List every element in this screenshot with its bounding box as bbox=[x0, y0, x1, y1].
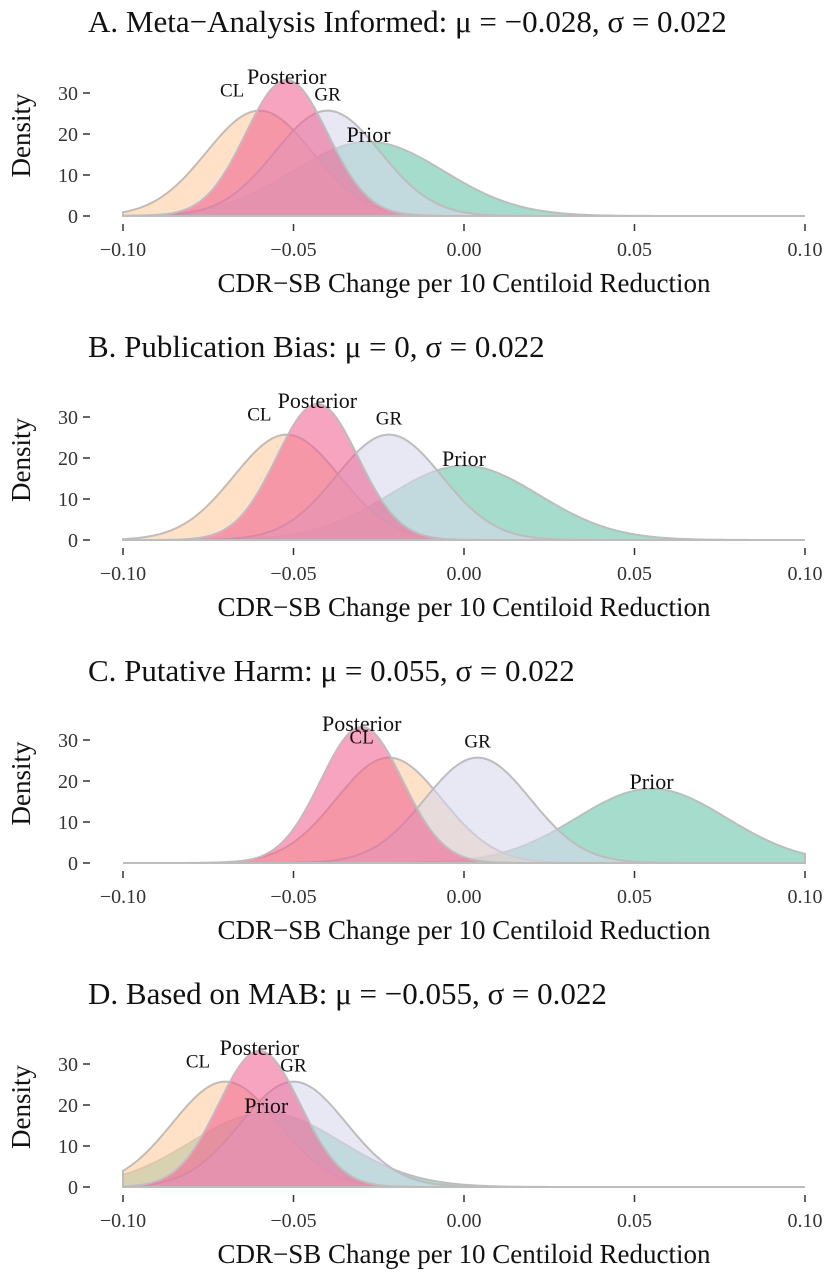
curve-label-gr: GR bbox=[280, 1056, 307, 1077]
y-tick-label: 0 bbox=[68, 206, 78, 228]
x-axis-title: CDR−SB Change per 10 Centiloid Reduction bbox=[218, 1239, 711, 1269]
y-axis-title: Density bbox=[6, 1065, 36, 1149]
x-tick-label: −0.10 bbox=[100, 239, 146, 261]
y-tick-label: 30 bbox=[58, 730, 78, 752]
curve-label-posterior: Posterior bbox=[247, 64, 327, 89]
curve-label-posterior: Posterior bbox=[220, 1035, 300, 1060]
curve-label-gr: GR bbox=[314, 85, 341, 106]
y-tick-label: 20 bbox=[58, 1095, 78, 1117]
y-tick-label: 10 bbox=[58, 1136, 78, 1158]
curve-label-prior: Prior bbox=[442, 446, 487, 471]
y-axis-title: Density bbox=[6, 741, 36, 825]
y-axis-title: Density bbox=[6, 93, 36, 177]
curve-label-prior: Prior bbox=[347, 122, 392, 147]
x-tick-label: −0.10 bbox=[100, 563, 146, 585]
x-tick-label: 0.00 bbox=[447, 1210, 482, 1232]
curve-label-prior: Prior bbox=[630, 769, 675, 794]
panel-title: D. Based on MAB: μ = −0.055, σ = 0.022 bbox=[88, 976, 607, 1011]
y-tick-label: 10 bbox=[58, 812, 78, 834]
y-tick-label: 10 bbox=[58, 489, 78, 511]
x-tick-label: −0.05 bbox=[270, 886, 316, 908]
x-tick-label: 0.00 bbox=[447, 886, 482, 908]
x-tick-label: 0.10 bbox=[788, 563, 823, 585]
panel-a: A. Meta−Analysis Informed: μ = −0.028, σ… bbox=[6, 4, 823, 298]
density-posterior bbox=[122, 1049, 805, 1188]
y-tick-label: 0 bbox=[68, 530, 78, 552]
curve-label-cl: CL bbox=[350, 728, 374, 749]
y-tick-label: 30 bbox=[58, 407, 78, 429]
x-tick-label: 0.10 bbox=[788, 239, 823, 261]
panel-title: A. Meta−Analysis Informed: μ = −0.028, σ… bbox=[88, 4, 727, 39]
x-axis-title: CDR−SB Change per 10 Centiloid Reduction bbox=[218, 592, 711, 622]
x-axis-title: CDR−SB Change per 10 Centiloid Reduction bbox=[218, 268, 711, 298]
y-tick-label: 20 bbox=[58, 124, 78, 146]
x-tick-label: 0.05 bbox=[617, 239, 652, 261]
panel-b: B. Publication Bias: μ = 0, σ = 0.022 Den… bbox=[6, 329, 823, 622]
x-tick-label: 0.05 bbox=[617, 563, 652, 585]
x-tick-label: −0.05 bbox=[270, 563, 316, 585]
x-tick-label: 0.10 bbox=[788, 1210, 823, 1232]
curve-label-posterior: Posterior bbox=[278, 388, 358, 413]
panel-title: C. Putative Harm: μ = 0.055, σ = 0.022 bbox=[88, 653, 575, 688]
curve-label-cl: CL bbox=[247, 405, 271, 426]
x-tick-label: 0.00 bbox=[447, 239, 482, 261]
panel-title: B. Publication Bias: μ = 0, σ = 0.022 bbox=[88, 329, 545, 364]
curve-label-prior: Prior bbox=[244, 1093, 289, 1118]
curve-label-gr: GR bbox=[464, 732, 491, 753]
curve-label-posterior: Posterior bbox=[322, 711, 402, 736]
curve-label-gr: GR bbox=[376, 409, 403, 430]
x-tick-label: 0.05 bbox=[617, 1210, 652, 1232]
x-tick-label: 0.10 bbox=[788, 886, 823, 908]
y-tick-label: 30 bbox=[58, 83, 78, 105]
panel-c: C. Putative Harm: μ = 0.055, σ = 0.022 De… bbox=[6, 653, 823, 945]
x-axis-title: CDR−SB Change per 10 Centiloid Reduction bbox=[218, 915, 711, 945]
curve-label-cl: CL bbox=[220, 81, 244, 102]
y-tick-label: 10 bbox=[58, 165, 78, 187]
x-tick-label: −0.10 bbox=[100, 886, 146, 908]
y-tick-label: 30 bbox=[58, 1054, 78, 1076]
y-tick-label: 0 bbox=[68, 1177, 78, 1199]
x-tick-label: −0.10 bbox=[100, 1210, 146, 1232]
y-axis-title: Density bbox=[6, 418, 36, 502]
density-posterior bbox=[123, 402, 805, 541]
x-tick-label: −0.05 bbox=[270, 239, 316, 261]
y-tick-label: 0 bbox=[68, 853, 78, 875]
x-tick-label: 0.00 bbox=[447, 563, 482, 585]
y-tick-label: 20 bbox=[58, 771, 78, 793]
x-tick-label: −0.05 bbox=[270, 1210, 316, 1232]
x-tick-label: 0.05 bbox=[617, 886, 652, 908]
curve-label-cl: CL bbox=[186, 1052, 210, 1073]
y-tick-label: 20 bbox=[58, 448, 78, 470]
density-posterior bbox=[123, 725, 805, 864]
density-posterior bbox=[122, 78, 805, 217]
panel-d: D. Based on MAB: μ = −0.055, σ = 0.022 De… bbox=[6, 976, 823, 1269]
